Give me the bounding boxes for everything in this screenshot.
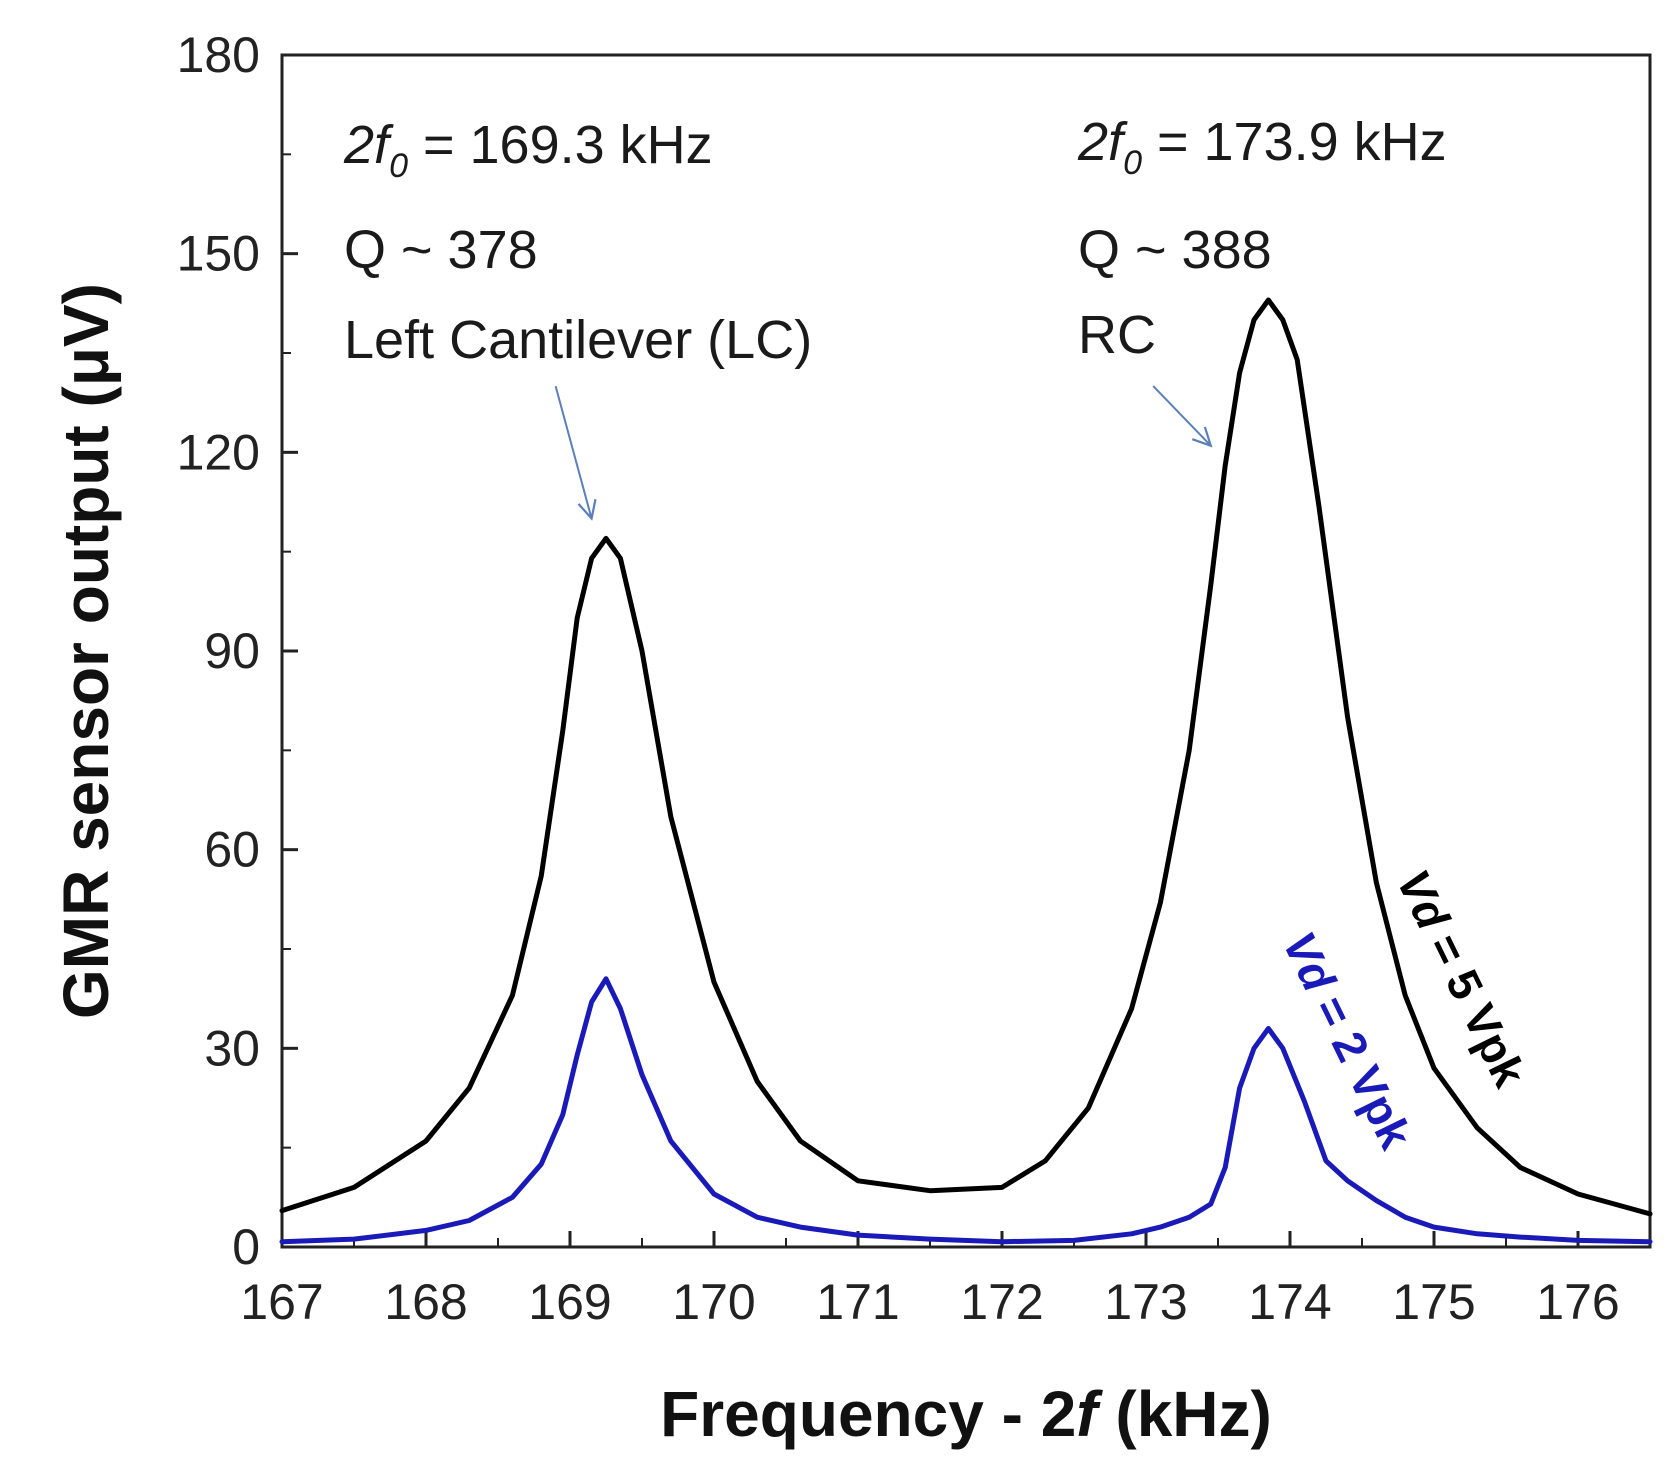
x-tick-label: 174 [1248, 1274, 1331, 1330]
axis-ticks: 167 168 169 170 171 172 173 174 175 176 0 30 60 90 120… [177, 27, 1620, 1330]
series-line-vd-5 [279, 297, 1653, 1217]
y-tick-label: 180 [177, 27, 260, 83]
annotation-rc: 2f0 = 173.9 kHz Q ~ 388 RC [1077, 112, 1447, 365]
annotation-lc-two: 2 [343, 115, 374, 175]
x-axis-title-two: 2 [1041, 1378, 1077, 1450]
series-line-vd-2 [279, 976, 1653, 1245]
x-tick-label: 173 [1104, 1274, 1187, 1330]
annotation-arrow-rc [1152, 385, 1211, 446]
series-label-vd-5: Vd = 5 Vpk [1387, 862, 1536, 1095]
annotation-lc-subscript: 0 [389, 147, 408, 185]
x-tick-label: 168 [384, 1274, 467, 1330]
annotation-lc: 2f0 = 169.3 kHz Q ~ 378 Left Cantilever … [343, 115, 812, 370]
annotation-lc-name: Left Cantilever (LC) [344, 310, 812, 370]
y-tick-label: 90 [204, 623, 260, 679]
annotation-lc-value: = 169.3 kHz [408, 115, 713, 175]
x-tick-label: 176 [1536, 1274, 1619, 1330]
annotation-rc-subscript: 0 [1123, 144, 1142, 182]
annotation-rc-two: 2 [1077, 112, 1108, 172]
y-tick-label: 60 [204, 822, 260, 878]
annotation-rc-name: RC [1078, 305, 1156, 365]
annotation-arrow-lc [554, 385, 592, 518]
y-tick-label: 150 [177, 226, 260, 282]
y-axis-title: GMR sensor output (μV) [50, 283, 122, 1019]
annotation-lc-f: f [374, 115, 394, 175]
series-label-vd-2: Vd = 2 Vpk [1273, 924, 1422, 1157]
y-tick-label: 120 [177, 424, 260, 480]
annotation-arrows [554, 385, 1211, 518]
x-tick-label: 169 [528, 1274, 611, 1330]
y-tick-label: 30 [204, 1020, 260, 1076]
x-tick-label: 175 [1392, 1274, 1475, 1330]
annotation-lc-frequency: 2f0 = 169.3 kHz [343, 115, 713, 185]
x-tick-label: 167 [240, 1274, 323, 1330]
annotation-rc-frequency: 2f0 = 173.9 kHz [1077, 112, 1447, 182]
annotation-rc-f: f [1108, 112, 1128, 172]
x-tick-label: 170 [672, 1274, 755, 1330]
annotation-rc-q: Q ~ 388 [1078, 220, 1272, 280]
x-tick-label: 172 [960, 1274, 1043, 1330]
x-tick-label: 171 [816, 1274, 899, 1330]
series-layer [279, 297, 1653, 1245]
y-tick-label: 0 [232, 1219, 260, 1275]
x-axis-title-unit: (kHz) [1098, 1378, 1272, 1450]
x-axis-title: Frequency - 2f (kHz) [660, 1378, 1272, 1450]
annotation-lc-q: Q ~ 378 [344, 220, 538, 280]
x-axis-title-prefix: Frequency - [660, 1378, 1041, 1450]
annotation-rc-value: = 173.9 kHz [1142, 112, 1447, 172]
